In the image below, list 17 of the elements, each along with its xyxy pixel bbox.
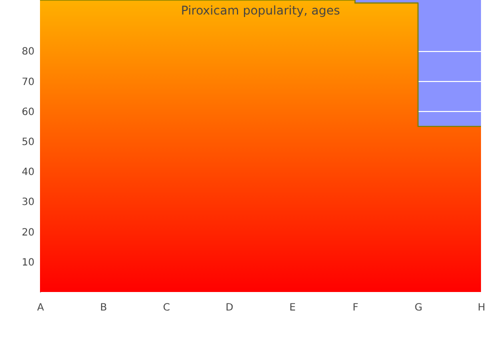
- y-tick-label: 60: [22, 106, 34, 118]
- y-tick-label: 70: [22, 76, 34, 88]
- x-tick-label: E: [289, 302, 296, 314]
- y-tick-label: 20: [22, 227, 34, 238]
- x-tick-label: C: [163, 302, 170, 314]
- chart-title: Piroxicam popularity, ages: [180, 3, 340, 18]
- x-tick-label: B: [100, 302, 108, 314]
- y-tick-label: 30: [22, 197, 34, 208]
- x-tick-label: G: [414, 302, 422, 314]
- y-tick-label: 80: [22, 46, 34, 58]
- y-tick-label: 10: [22, 257, 34, 268]
- y-tick-label: 40: [22, 167, 34, 178]
- x-tick-label: A: [37, 302, 44, 314]
- y-tick-label: 50: [22, 136, 34, 148]
- x-tick-label: F: [352, 302, 359, 314]
- x-tick-label: H: [478, 302, 486, 314]
- x-tick-label: D: [226, 302, 234, 314]
